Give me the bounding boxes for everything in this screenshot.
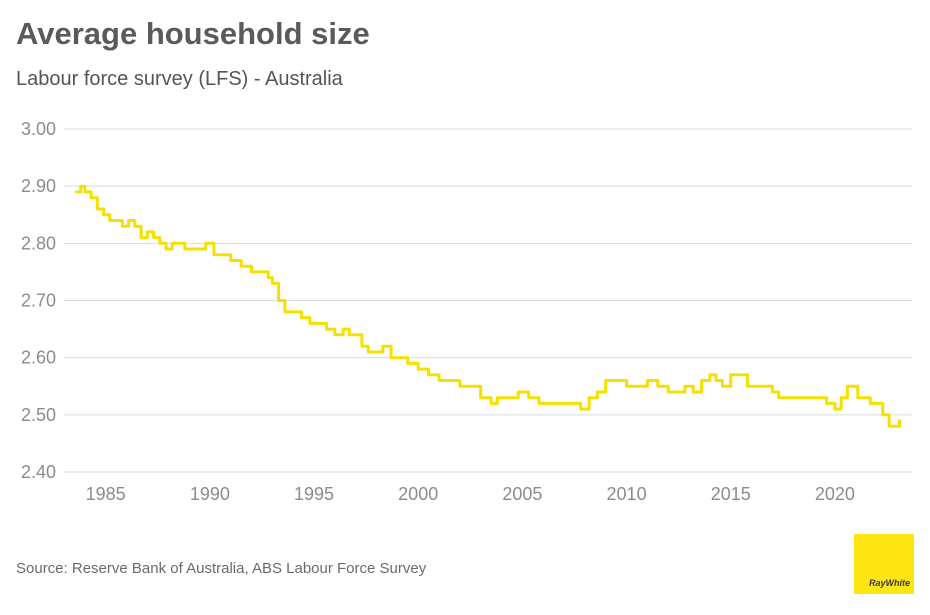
y-tick-label: 2.80: [21, 233, 56, 253]
household-size-series-line: [75, 184, 901, 428]
chart-title: Average household size: [16, 16, 370, 51]
x-tick-label: 1995: [294, 484, 334, 504]
x-tick-label: 1985: [86, 484, 126, 504]
x-axis-tick-labels: 1985 1990 1995 2000 2005 2010 2015 2020: [86, 484, 855, 504]
chart-subtitle: Labour force survey (LFS) - Australia: [16, 68, 343, 90]
y-tick-label: 3.00: [21, 119, 56, 139]
y-tick-label: 2.40: [21, 462, 56, 482]
ray-white-logo: RayWhite: [854, 534, 914, 594]
x-tick-label: 2005: [502, 484, 542, 504]
source-note: Source: Reserve Bank of Australia, ABS L…: [16, 560, 427, 577]
series-group: [75, 184, 901, 428]
gridlines: [64, 128, 912, 473]
y-tick-label: 2.60: [21, 348, 56, 368]
y-axis-tick-labels: 2.40 2.50 2.60 2.70 2.80 2.90 3.00: [21, 119, 56, 482]
y-tick-label: 2.70: [21, 291, 56, 311]
x-tick-label: 2010: [607, 484, 647, 504]
y-tick-label: 2.90: [21, 176, 56, 196]
x-tick-label: 2020: [815, 484, 855, 504]
y-tick-label: 2.50: [21, 405, 56, 425]
x-tick-label: 2000: [398, 484, 438, 504]
x-tick-label: 2015: [711, 484, 751, 504]
logo-wordmark: RayWhite: [868, 578, 910, 588]
x-tick-label: 1990: [190, 484, 230, 504]
